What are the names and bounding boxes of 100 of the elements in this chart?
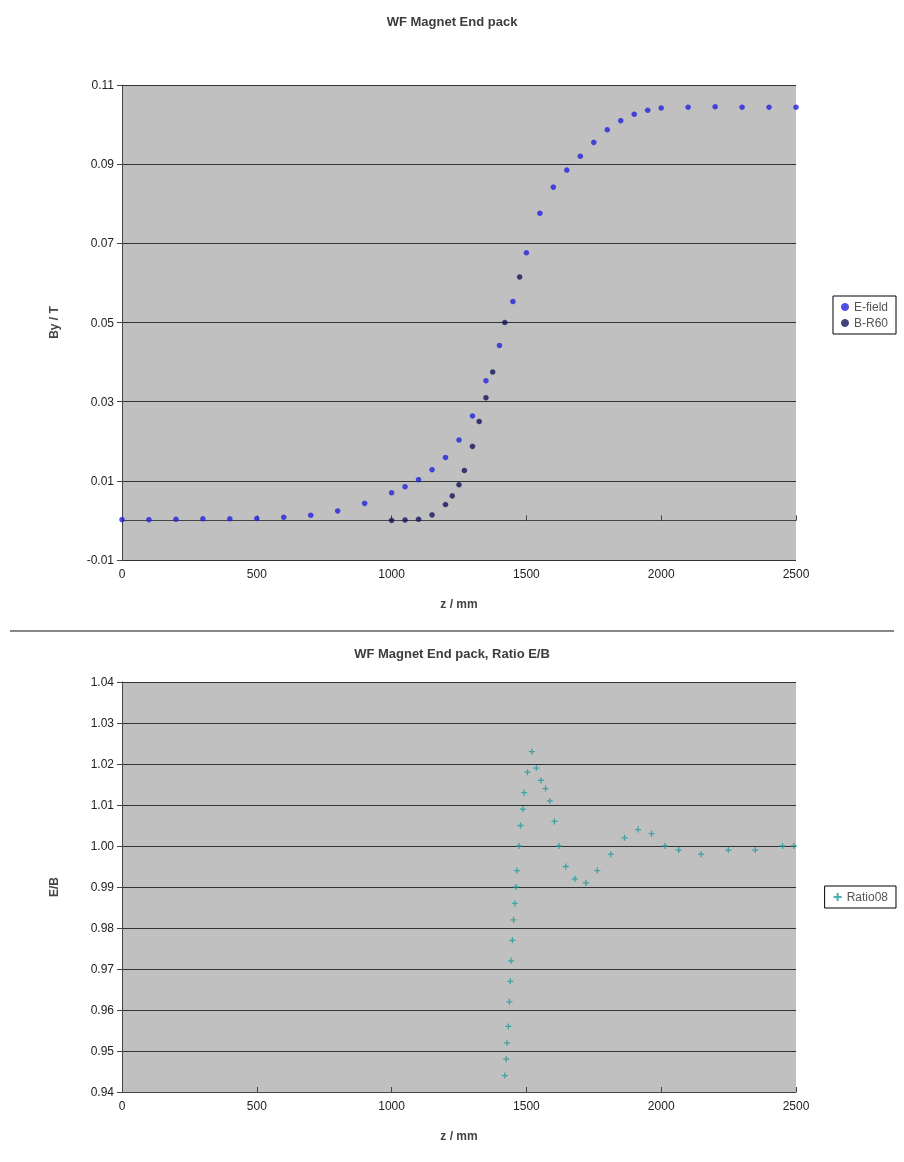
legend-label: Ratio08 bbox=[846, 890, 889, 904]
point bbox=[502, 319, 508, 326]
point bbox=[469, 443, 476, 450]
point bbox=[712, 104, 718, 110]
x-tick-label: 0 bbox=[118, 567, 126, 581]
point bbox=[227, 516, 233, 522]
x-tick-label: 2500 bbox=[782, 1099, 810, 1113]
y-tick-label: 1.01 bbox=[90, 798, 115, 812]
point bbox=[483, 394, 489, 401]
y-tick-label: 1.03 bbox=[90, 716, 115, 730]
x-tick-label: 2000 bbox=[647, 1099, 675, 1113]
y-tick-label: 0.98 bbox=[90, 921, 115, 935]
y-axis-title: E/B bbox=[47, 876, 61, 898]
point bbox=[469, 413, 476, 419]
y-tick-label: 0.97 bbox=[90, 962, 115, 976]
point bbox=[456, 482, 462, 488]
point bbox=[766, 104, 772, 110]
y-tick-label: 0.99 bbox=[90, 880, 115, 894]
chart-title: WF Magnet End pack, Ratio E/B bbox=[354, 646, 550, 661]
y-tick-label: -0.01 bbox=[86, 553, 115, 567]
point bbox=[503, 1039, 511, 1047]
y-tick-label: 0.07 bbox=[90, 236, 115, 251]
point bbox=[577, 153, 584, 159]
point bbox=[173, 516, 179, 522]
x-tick-label: 1500 bbox=[513, 1099, 541, 1113]
point bbox=[402, 484, 408, 490]
point bbox=[661, 842, 669, 850]
x-tick-label: 2500 bbox=[782, 567, 810, 581]
y-tick-label: 1.04 bbox=[90, 675, 115, 689]
point bbox=[516, 274, 523, 280]
point bbox=[449, 493, 456, 499]
point bbox=[361, 500, 368, 507]
point bbox=[519, 805, 527, 813]
y-tick-label: 0.09 bbox=[90, 157, 115, 172]
point bbox=[582, 879, 590, 887]
x-tick-label: 500 bbox=[246, 1099, 268, 1113]
point bbox=[281, 514, 287, 520]
point bbox=[591, 139, 597, 146]
x-tick-label: 1000 bbox=[378, 1099, 406, 1113]
point bbox=[388, 489, 395, 496]
x-tick-label: 1500 bbox=[513, 567, 541, 581]
legend-label: B-R60 bbox=[853, 316, 889, 330]
point bbox=[537, 776, 545, 785]
point bbox=[532, 764, 541, 772]
y-tick-label: 0.11 bbox=[91, 78, 115, 92]
x-axis-title: z / mm bbox=[440, 597, 478, 611]
y-axis-title: By / T bbox=[47, 305, 61, 339]
point bbox=[739, 104, 745, 110]
point bbox=[675, 846, 683, 854]
point bbox=[550, 184, 557, 190]
y-tick-label: 0.94 bbox=[90, 1085, 115, 1099]
y-tick-label: 1.02 bbox=[90, 757, 115, 771]
point bbox=[793, 104, 799, 110]
x-tick-label: 1000 bbox=[378, 567, 406, 581]
point bbox=[456, 437, 462, 443]
point bbox=[402, 517, 408, 523]
legend-label: E-field bbox=[853, 300, 888, 314]
point bbox=[429, 467, 435, 473]
point bbox=[515, 842, 523, 850]
point bbox=[496, 342, 503, 349]
point bbox=[523, 250, 530, 256]
y-tick-label: 0.96 bbox=[90, 1003, 115, 1017]
point bbox=[307, 512, 314, 519]
point bbox=[658, 105, 664, 111]
point bbox=[644, 107, 651, 114]
point bbox=[513, 866, 521, 875]
point bbox=[564, 167, 570, 173]
x-tick-label: 500 bbox=[246, 567, 268, 581]
point bbox=[489, 369, 496, 375]
point bbox=[483, 377, 489, 384]
point bbox=[618, 117, 624, 124]
point bbox=[685, 104, 691, 110]
point bbox=[442, 454, 449, 461]
point bbox=[200, 516, 206, 522]
chart-title: WF Magnet End pack bbox=[386, 14, 519, 29]
point bbox=[751, 846, 759, 854]
point bbox=[510, 298, 516, 305]
point bbox=[442, 501, 449, 508]
point bbox=[537, 210, 543, 216]
x-tick-label: 0 bbox=[118, 1099, 126, 1113]
y-tick-label: 1.00 bbox=[90, 839, 115, 853]
x-tick-label: 2000 bbox=[647, 567, 675, 581]
point bbox=[724, 846, 732, 854]
point bbox=[461, 467, 468, 474]
point bbox=[415, 476, 422, 483]
point bbox=[334, 508, 341, 514]
point bbox=[571, 875, 579, 883]
point bbox=[778, 842, 787, 850]
point bbox=[429, 512, 435, 518]
x-axis-title: z / mm bbox=[440, 1129, 478, 1143]
y-tick-label: 0.03 bbox=[90, 394, 115, 409]
point bbox=[476, 418, 482, 425]
point bbox=[697, 850, 705, 858]
y-tick-label: 0.05 bbox=[90, 315, 115, 330]
point bbox=[146, 516, 152, 523]
point bbox=[604, 126, 611, 133]
point bbox=[790, 842, 798, 850]
point bbox=[555, 842, 563, 850]
point bbox=[546, 797, 554, 805]
point bbox=[631, 111, 637, 118]
